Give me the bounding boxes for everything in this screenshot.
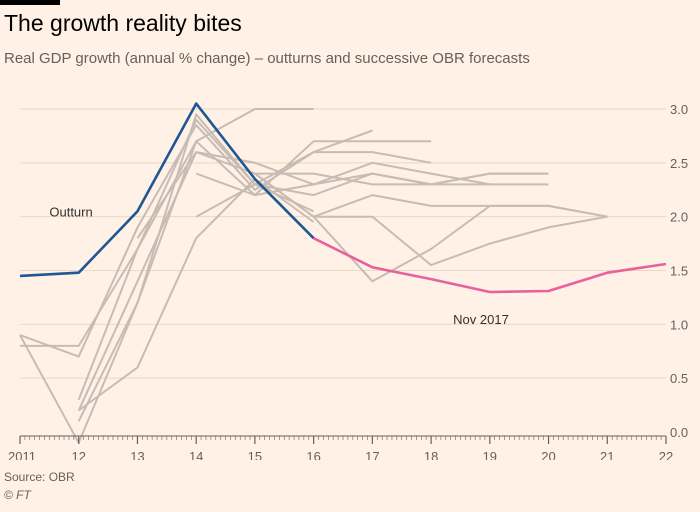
nov-2017-forecast-line — [313, 237, 667, 294]
forecast-line — [19, 124, 432, 358]
y-tick-label: 1.0 — [670, 317, 688, 332]
x-axis: 2011 12 13 14 15 16 17 18 19 20 21 22 — [8, 435, 673, 460]
y-tick-label: 1.5 — [670, 264, 688, 279]
forecast-line — [254, 172, 608, 218]
x-tick-label: 14 — [189, 449, 203, 460]
gridlines — [20, 108, 666, 379]
nov-2017-label: Nov 2017 — [453, 312, 509, 327]
x-tick-label: 20 — [541, 449, 555, 460]
forecast-line — [136, 151, 549, 239]
forecast-line — [77, 118, 373, 401]
x-tick-label: 21 — [600, 449, 614, 460]
forecast-line — [313, 215, 608, 267]
y-tick-label: 2.5 — [670, 156, 688, 171]
outturn-label: Outturn — [49, 204, 92, 219]
forecast-line — [19, 113, 315, 444]
annotations: Outturn Nov 2017 — [49, 204, 508, 327]
x-tick-label: 19 — [483, 449, 497, 460]
x-tick-label: 2011 — [8, 449, 36, 460]
x-tick-label: 16 — [306, 449, 320, 460]
forecast-lines — [19, 108, 608, 444]
y-tick-label: 3.0 — [670, 102, 688, 117]
y-tick-label: 0.0 — [670, 425, 688, 440]
outturn-line — [19, 102, 315, 278]
highlight-lines — [19, 102, 667, 294]
y-axis: 0.0 0.5 1.0 1.5 2.0 2.5 3.0 — [670, 102, 688, 440]
x-tick-label: 22 — [659, 449, 673, 460]
forecast-line — [78, 178, 315, 412]
y-tick-label: 0.5 — [670, 371, 688, 386]
line-chart: 2011 12 13 14 15 16 17 18 19 20 21 22 0.0 0.5 1.0 1.5 2… — [8, 102, 688, 460]
x-tick-label: 12 — [71, 449, 85, 460]
source-note: Source: OBR — [4, 470, 75, 484]
y-tick-label: 2.0 — [670, 210, 688, 225]
forecast-line — [195, 172, 549, 197]
x-tick-label: 13 — [130, 449, 144, 460]
brand-bar — [0, 0, 60, 5]
x-tick-label: 15 — [248, 449, 262, 460]
forecast-line — [77, 151, 490, 411]
x-tick-label: 18 — [424, 449, 438, 460]
chart-title: The growth reality bites — [4, 10, 242, 36]
copyright-note: © FT — [4, 488, 31, 502]
x-tick-label: 17 — [365, 449, 379, 460]
chart-subtitle: Real GDP growth (annual % change) – outt… — [4, 50, 530, 67]
